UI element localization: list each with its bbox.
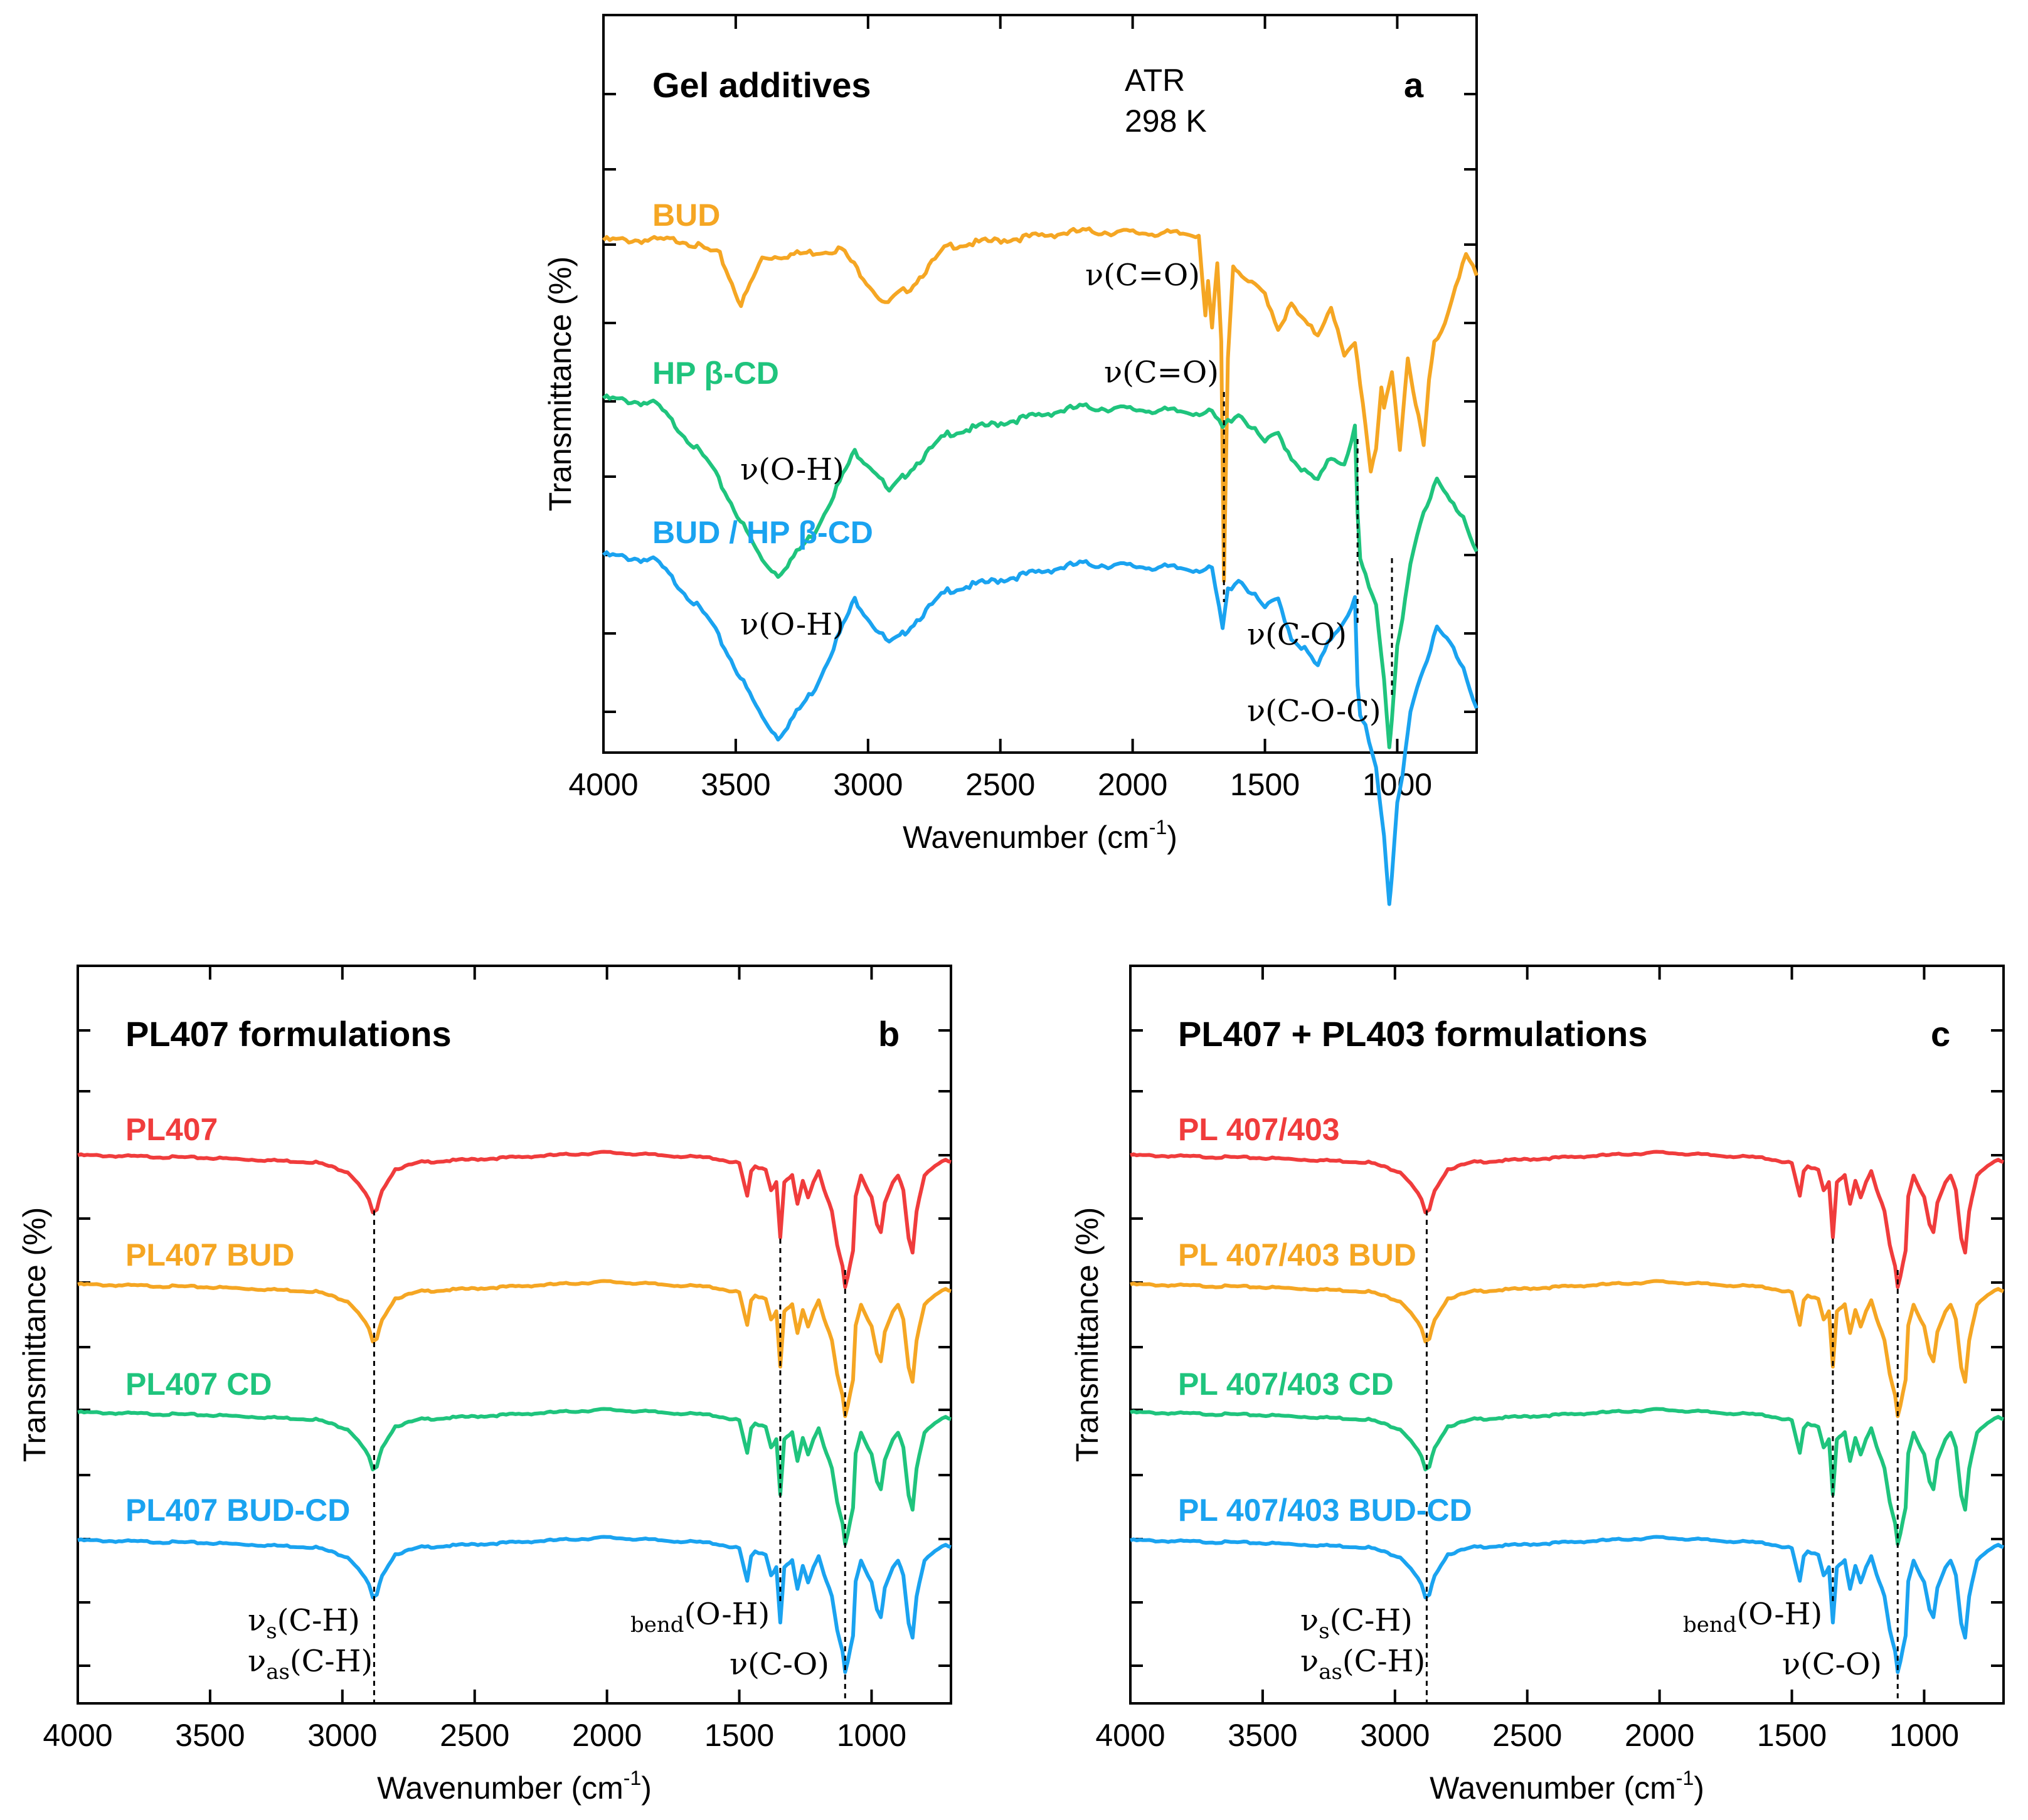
panel-b-series [77,1150,952,1675]
panel-b-annot-vs: νs(C-H) [248,1603,360,1644]
x-tick-label: 1500 [704,1718,774,1753]
x-axis-title: Wavenumber (cm-1) [377,1767,652,1806]
panel-b-annot-co: ν(C-O) [730,1647,829,1682]
panel-c-frame [1129,965,2005,1705]
x-tick-label: 3000 [1360,1718,1430,1753]
panel-c-chart: 4000 3500 3000 2500 2000 1500 1000 Wavenumber (… [1070,965,2005,1806]
panel-a-annot-oh-2: ν(O-H) [740,607,844,642]
x-tick-label: 2500 [440,1718,509,1753]
panel-a-note-atr: ATR [1125,63,1185,98]
spectrum-pl-407-403-cd [1130,1407,2004,1547]
panel-c-series [1130,1150,2004,1675]
panel-b-annot-bend: bend(O-H) [630,1597,770,1637]
panel-c-guides [1425,1210,1899,1703]
panel-c-label-pl-cd: PL 407/403 CD [1178,1367,1394,1402]
spectrum-pl407-cd [77,1407,952,1547]
panel-a-label-bud: BUD [652,198,720,233]
panel-a-annot-c-o: ν(C-O) [1247,617,1347,652]
panel-a-annot-co-1: ν(C=O) [1085,258,1200,293]
x-tick-label: 4000 [43,1718,112,1753]
panel-b-guides [373,1210,846,1703]
panel-b-frame [77,965,952,1705]
x-tick-label: 3500 [175,1718,245,1753]
panel-c-label-pl: PL 407/403 [1178,1112,1340,1147]
panel-a-label-hpcd: HP β-CD [652,356,779,391]
panel-b-label-pl407-bud: PL407 BUD [125,1237,295,1272]
panel-c-ticks: 4000 3500 3000 2500 2000 1500 1000 Wavenumber (… [1070,966,2004,1806]
x-tick-label: 1000 [837,1718,906,1753]
x-tick-label: 3000 [307,1718,377,1753]
x-tick-label: 2000 [1098,767,1167,802]
spectrum-pl407-bud [77,1279,952,1419]
panel-a-guides [1223,392,1393,696]
x-tick-label: 1500 [1757,1718,1827,1753]
panel-c-title: PL407 + PL403 formulations [1178,1014,1647,1054]
spectrum-bud-hp-cd [602,550,1479,906]
panel-c-label-pl-bud: PL 407/403 BUD [1178,1237,1416,1272]
panel-a-annot-co-2: ν(C=O) [1104,355,1219,390]
panel-b-title: PL407 formulations [125,1014,452,1054]
x-tick-label: 1500 [1230,767,1300,802]
x-tick-label: 2000 [1625,1718,1694,1753]
spectrum-pl-407-403-bud-cd [1130,1535,2004,1675]
x-tick-label: 3000 [833,767,903,802]
panel-b-letter: b [878,1014,900,1054]
panel-a-series [602,226,1479,906]
x-tick-label: 2000 [572,1718,642,1753]
panel-b-label-pl407-cd: PL407 CD [125,1367,272,1402]
x-tick-label: 4000 [568,767,638,802]
y-axis-title: Transmittance (%) [17,1207,52,1463]
x-tick-label: 1000 [1889,1718,1959,1753]
panel-a-annot-oh-1: ν(O-H) [740,452,844,487]
panel-c-letter: c [1931,1014,1950,1054]
x-tick-label: 3500 [701,767,770,802]
panel-b-annot-vas: νas(C-H) [248,1644,373,1685]
panel-a-letter: a [1404,65,1424,105]
spectrum-pl407 [77,1150,952,1289]
panel-b-label-pl407: PL407 [125,1112,218,1147]
panel-b-chart: 4000 3500 3000 2500 2000 1500 1000 Wavenumber (… [17,965,952,1806]
panel-c-annot-bend: bend(O-H) [1683,1597,1822,1637]
panel-c-annot-vas: νas(C-H) [1300,1644,1425,1685]
x-tick-label: 3500 [1228,1718,1297,1753]
spectrum-bud [602,226,1479,583]
x-axis-title: Wavenumber (cm-1) [903,816,1177,855]
panel-c-annot-co: ν(C-O) [1782,1647,1882,1682]
panel-c-label-pl-bud-cd: PL 407/403 BUD-CD [1178,1493,1472,1528]
panel-a-note-temp: 298 K [1125,103,1207,139]
spectrum-hp-cd [602,393,1479,749]
panel-a-title: Gel additives [652,65,871,105]
panel-b-ticks: 4000 3500 3000 2500 2000 1500 1000 Wavenumber (… [17,966,951,1806]
x-axis-title: Wavenumber (cm-1) [1430,1767,1704,1806]
panel-a-label-bud-hpcd: BUD / HP β-CD [652,515,873,550]
panel-b-label-pl407-bud-cd: PL407 BUD-CD [125,1493,350,1528]
panel-a-frame [602,14,1478,754]
spectrum-pl407-bud-cd [77,1535,952,1675]
spectrum-pl-407-403 [1130,1150,2004,1289]
x-tick-label: 2500 [1492,1718,1562,1753]
x-tick-label: 4000 [1095,1718,1165,1753]
panel-a-annot-coc: ν(C-O-C) [1247,694,1381,729]
y-axis-title: Transmittance (%) [543,257,578,512]
y-axis-title: Transmittance (%) [1070,1207,1105,1463]
x-tick-label: 2500 [965,767,1035,802]
spectrum-pl-407-403-bud [1130,1279,2004,1419]
panel-c-annot-vs: νs(C-H) [1300,1603,1413,1644]
